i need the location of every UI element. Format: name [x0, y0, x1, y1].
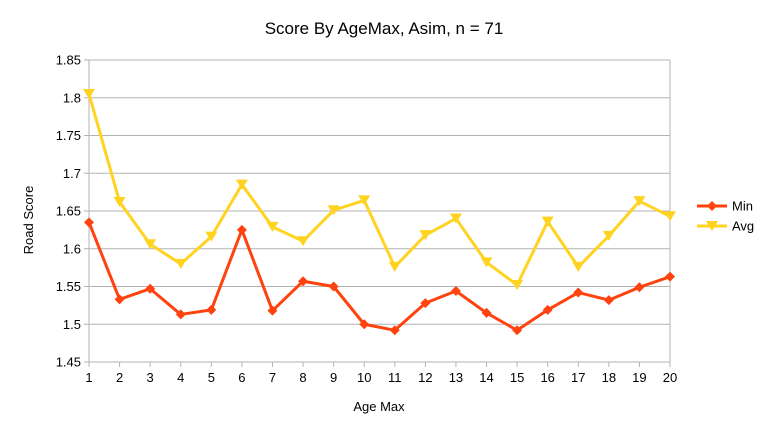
x-tick-label: 4: [177, 370, 184, 385]
data-point-avg: [633, 196, 646, 207]
y-tick-labels: 1.45 1.5 1.55 1.6 1.65 1.7 1.75 1.8 1.85: [56, 53, 81, 370]
x-tick-label: 17: [571, 370, 585, 385]
data-point-avg: [266, 221, 279, 232]
data-point-avg: [358, 195, 371, 206]
x-tick-label: 19: [632, 370, 646, 385]
x-tick-labels: 1 2 3 4 5 6 7 8 9 10 11 12 13 14 15 16 17 18 19 20: [85, 370, 677, 385]
x-tick-label: 1: [85, 370, 92, 385]
data-point-min: [542, 304, 553, 315]
x-tick-label: 18: [602, 370, 616, 385]
y-tick-label: 1.8: [63, 90, 81, 105]
data-point-min: [573, 287, 584, 298]
data-point-avg: [480, 257, 493, 268]
legend: Min Avg: [697, 199, 754, 234]
x-tick-label: 12: [418, 370, 432, 385]
y-tick-label: 1.7: [63, 166, 81, 181]
data-point-avg: [664, 211, 676, 222]
y-tick-label: 1.6: [63, 241, 81, 256]
y-tick-label: 1.85: [56, 53, 81, 68]
data-point-avg: [572, 261, 585, 272]
data-point-min: [298, 276, 309, 287]
x-tick-label: 11: [388, 370, 402, 385]
y-axis-label: Road Score: [21, 186, 36, 255]
data-point-min: [359, 319, 370, 330]
data-point-min: [389, 325, 400, 336]
data-point-min: [665, 271, 675, 282]
legend-item-min: Min: [697, 199, 753, 214]
x-tick-label: 3: [147, 370, 154, 385]
x-tick-label: 13: [449, 370, 463, 385]
x-tick-label: 20: [663, 370, 677, 385]
y-tick-label: 1.5: [63, 317, 81, 332]
x-tick-label: 10: [357, 370, 371, 385]
data-point-min: [450, 286, 461, 297]
data-point-avg: [541, 216, 554, 227]
data-point-min: [114, 294, 125, 305]
data-point-min: [481, 307, 492, 318]
y-tick-label: 1.55: [56, 279, 81, 294]
data-point-avg: [419, 230, 432, 241]
data-point-avg: [205, 231, 218, 242]
x-tick-label: 9: [330, 370, 337, 385]
legend-swatch-marker: [707, 201, 717, 211]
data-point-min: [206, 304, 217, 315]
data-point-avg: [235, 179, 248, 190]
x-tick-label: 7: [269, 370, 276, 385]
y-tick-label: 1.75: [56, 128, 81, 143]
data-point-avg: [113, 196, 126, 207]
chart-title: Score By AgeMax, Asim, n = 71: [265, 19, 504, 38]
data-point-avg: [297, 236, 310, 247]
data-point-min: [84, 217, 94, 228]
data-point-min: [267, 305, 278, 316]
series-line-avg: [87, 92, 672, 287]
data-point-avg: [83, 88, 95, 99]
data-point-avg: [144, 239, 157, 250]
data-point-avg: [388, 261, 401, 272]
x-tick-label: 8: [299, 370, 306, 385]
data-point-avg: [511, 279, 524, 290]
y-tick-label: 1.45: [56, 355, 81, 370]
data-point-min: [145, 283, 156, 294]
series-min: [84, 217, 675, 336]
data-point-min: [175, 309, 186, 320]
legend-item-avg: Avg: [697, 219, 754, 234]
data-point-avg: [174, 258, 187, 269]
data-point-min: [634, 282, 645, 293]
series-avg: [83, 88, 676, 290]
legend-swatch-marker: [706, 221, 718, 231]
data-point-avg: [602, 230, 615, 241]
x-tick-label: 16: [540, 370, 554, 385]
legend-label: Avg: [732, 219, 754, 234]
legend-label: Min: [732, 199, 753, 214]
x-tick-label: 14: [479, 370, 493, 385]
series-line-min: [87, 220, 672, 332]
x-axis-label: Age Max: [353, 399, 405, 414]
x-tick-label: 15: [510, 370, 524, 385]
data-point-min: [328, 281, 339, 292]
x-tick-label: 5: [208, 370, 215, 385]
data-point-min: [512, 325, 523, 336]
data-point-avg: [327, 205, 340, 216]
x-tick-label: 6: [238, 370, 245, 385]
data-point-avg: [449, 213, 462, 224]
data-point-min: [236, 224, 247, 235]
axes: [84, 59, 671, 367]
series: [83, 88, 676, 336]
gridlines: [89, 59, 670, 363]
data-point-min: [603, 295, 614, 306]
x-tick-label: 2: [116, 370, 123, 385]
y-tick-label: 1.65: [56, 204, 81, 219]
data-point-min: [420, 298, 431, 309]
